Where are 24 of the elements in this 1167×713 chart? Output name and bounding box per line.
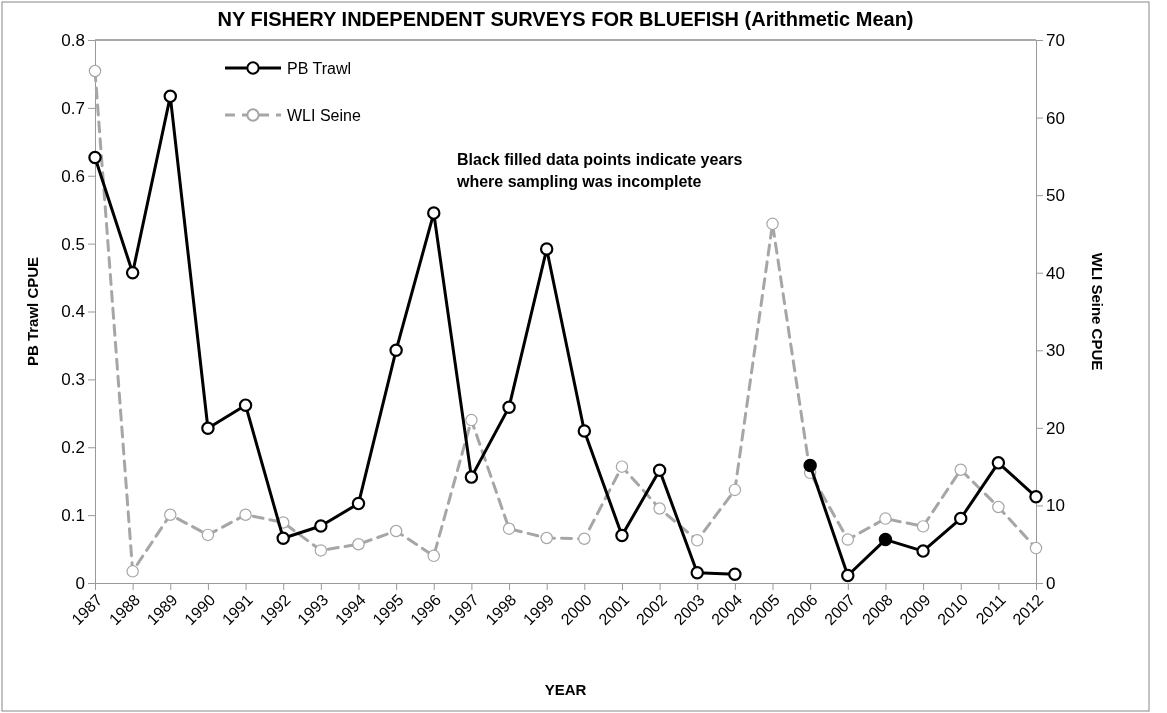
y2-tick-label: 50: [1046, 186, 1065, 206]
y2-tick-label: 10: [1046, 496, 1065, 516]
y2-tick-label: 0: [1046, 573, 1056, 593]
annotation: Black filled data points indicate years where sampling was incomplete: [456, 151, 743, 191]
y-tick-label: 0.5: [61, 234, 85, 254]
y-tick-label: 0.7: [61, 98, 85, 118]
y2-tick-label: 30: [1046, 341, 1065, 361]
y-tick-label: 0.8: [61, 30, 85, 50]
y2-tick-label: 60: [1046, 108, 1065, 128]
y2-tick-label: 20: [1046, 418, 1065, 438]
y-tick-label: 0.1: [61, 506, 85, 526]
legend-label: PB Trawl: [287, 59, 352, 77]
chart-title: NY FISHERY INDEPENDENT SURVEYS FOR BLUEFISH (Arithmetic Mean): [217, 8, 914, 30]
y2-axis-title: WLI Seine CPUE: [1089, 252, 1106, 371]
y-tick-label: 0.3: [61, 370, 85, 390]
y2-tick-label: 70: [1046, 30, 1065, 50]
y-tick-label: 0.4: [61, 302, 85, 322]
y2-tick-label: 40: [1046, 263, 1065, 283]
y-tick-label: 0: [75, 573, 85, 593]
legend-label: WLI Seine: [287, 106, 361, 124]
x-axis-title: YEAR: [544, 681, 587, 698]
y-axis-title: PB Trawl CPUE: [24, 256, 41, 367]
y-tick-label: 0.6: [61, 166, 85, 186]
y-tick-label: 0.2: [61, 438, 85, 458]
